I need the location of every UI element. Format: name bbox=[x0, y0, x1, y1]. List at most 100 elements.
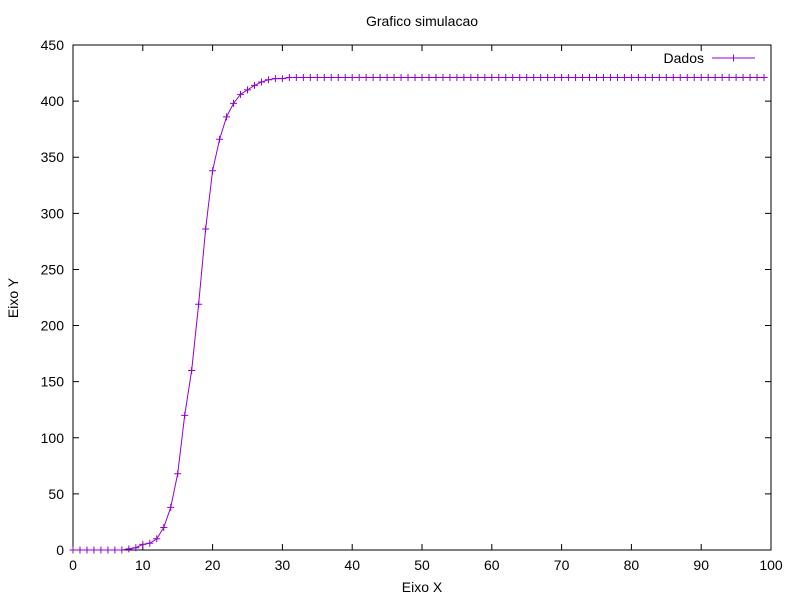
data-point bbox=[174, 470, 182, 478]
data-point bbox=[572, 74, 580, 82]
data-point bbox=[237, 90, 245, 98]
data-point bbox=[739, 74, 747, 82]
data-point bbox=[523, 74, 531, 82]
data-point bbox=[453, 74, 461, 82]
data-point bbox=[320, 74, 328, 82]
data-point bbox=[369, 74, 377, 82]
series-dados bbox=[69, 74, 768, 554]
data-point bbox=[537, 74, 545, 82]
data-point bbox=[697, 74, 705, 82]
data-point bbox=[278, 75, 286, 83]
data-point bbox=[383, 74, 391, 82]
data-point bbox=[362, 74, 370, 82]
y-tick-label: 200 bbox=[41, 318, 65, 334]
x-tick-label: 40 bbox=[344, 557, 360, 573]
y-tick-label: 0 bbox=[56, 542, 64, 558]
x-tick-label: 0 bbox=[69, 557, 77, 573]
data-point bbox=[481, 74, 489, 82]
y-tick-label: 400 bbox=[41, 93, 65, 109]
data-point bbox=[397, 74, 405, 82]
y-tick-label: 150 bbox=[41, 374, 65, 390]
data-point bbox=[606, 74, 614, 82]
data-point bbox=[334, 74, 342, 82]
data-point bbox=[216, 135, 224, 143]
data-point bbox=[118, 546, 126, 554]
y-tick-label: 50 bbox=[48, 486, 64, 502]
data-point bbox=[467, 74, 475, 82]
data-point bbox=[586, 74, 594, 82]
x-axis: 0 10 20 30 40 50 60 70 80 90 100 bbox=[69, 45, 783, 573]
data-point bbox=[327, 74, 335, 82]
data-point bbox=[502, 74, 510, 82]
data-point bbox=[139, 540, 147, 548]
chart-title: Grafico simulacao bbox=[366, 13, 478, 29]
data-point bbox=[90, 546, 98, 554]
data-point bbox=[376, 74, 384, 82]
data-point bbox=[188, 366, 196, 374]
data-point bbox=[746, 74, 754, 82]
data-point bbox=[725, 74, 733, 82]
data-point bbox=[558, 74, 566, 82]
data-point bbox=[167, 503, 175, 511]
data-point bbox=[599, 74, 607, 82]
legend-marker-dados bbox=[730, 54, 737, 62]
x-tick-label: 80 bbox=[624, 557, 640, 573]
data-point bbox=[146, 539, 154, 547]
data-point bbox=[620, 74, 628, 82]
data-point bbox=[662, 74, 670, 82]
data-point bbox=[474, 74, 482, 82]
data-point bbox=[669, 74, 677, 82]
data-point bbox=[404, 74, 412, 82]
data-point bbox=[153, 535, 161, 543]
legend-label-dados: Dados bbox=[664, 50, 704, 66]
data-point bbox=[264, 76, 272, 84]
data-point bbox=[460, 74, 468, 82]
data-point bbox=[683, 74, 691, 82]
data-point bbox=[565, 74, 573, 82]
data-point bbox=[341, 74, 349, 82]
y-axis: 0 50 100 150 200 250 300 350 400 450 bbox=[41, 37, 771, 558]
data-point bbox=[271, 75, 279, 83]
data-point bbox=[250, 81, 258, 89]
data-point bbox=[181, 411, 189, 419]
data-point bbox=[634, 74, 642, 82]
data-point bbox=[209, 167, 217, 175]
data-point bbox=[390, 74, 398, 82]
data-point bbox=[104, 546, 112, 554]
y-tick-label: 100 bbox=[41, 430, 65, 446]
data-point bbox=[76, 546, 84, 554]
data-point bbox=[432, 74, 440, 82]
data-point bbox=[516, 74, 524, 82]
y-tick-label: 300 bbox=[41, 205, 65, 221]
data-point bbox=[425, 74, 433, 82]
data-point bbox=[230, 99, 238, 107]
data-point bbox=[627, 74, 635, 82]
data-point bbox=[348, 74, 356, 82]
x-tick-label: 60 bbox=[484, 557, 500, 573]
data-point bbox=[69, 546, 77, 554]
data-point bbox=[593, 74, 600, 82]
data-point bbox=[97, 546, 105, 554]
data-point bbox=[111, 546, 119, 554]
x-tick-label: 90 bbox=[693, 557, 709, 573]
data-point bbox=[223, 113, 231, 121]
x-tick-label: 10 bbox=[135, 557, 151, 573]
data-point bbox=[760, 74, 768, 82]
data-point bbox=[753, 74, 761, 82]
data-point bbox=[313, 74, 321, 82]
data-point bbox=[446, 74, 454, 82]
data-point bbox=[355, 74, 363, 82]
data-point bbox=[495, 74, 503, 82]
data-point bbox=[509, 74, 517, 82]
data-point bbox=[285, 74, 293, 82]
legend: Dados bbox=[664, 50, 755, 66]
data-point bbox=[244, 86, 251, 94]
data-point bbox=[732, 74, 740, 82]
data-point bbox=[579, 74, 587, 82]
data-point bbox=[160, 524, 168, 532]
data-point bbox=[690, 74, 698, 82]
data-point bbox=[202, 225, 210, 233]
data-point bbox=[299, 74, 307, 82]
data-point bbox=[530, 74, 538, 82]
x-tick-label: 70 bbox=[554, 557, 570, 573]
